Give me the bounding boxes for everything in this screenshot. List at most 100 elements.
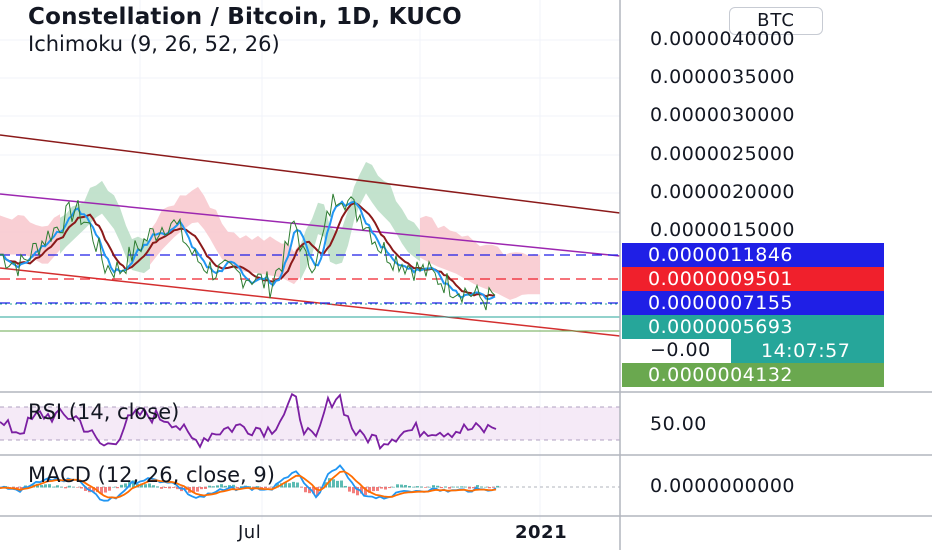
rsi-band xyxy=(0,407,620,440)
currency-button[interactable]: BTC xyxy=(729,7,823,35)
last-price-tag: 0.0000005693 xyxy=(622,315,884,339)
price-tick-label: 0.0000025000 xyxy=(650,143,796,165)
macd-histogram-bar xyxy=(60,486,63,488)
rsi-line xyxy=(0,392,497,451)
macd-histogram-bar xyxy=(168,487,171,489)
macd-histogram-bar xyxy=(464,486,467,488)
base-line xyxy=(0,202,496,298)
macd-histogram-bar xyxy=(220,484,223,488)
price-tag-green: 0.0000004132 xyxy=(622,363,884,387)
macd-histogram-bar xyxy=(72,486,75,488)
macd-histogram-bar xyxy=(236,487,239,489)
price-tick-label: 0.0000030000 xyxy=(650,104,796,126)
ichimoku-cloud xyxy=(0,162,540,300)
horizontal-levels xyxy=(0,254,620,332)
macd-pane xyxy=(0,464,620,502)
macd-histogram-bar xyxy=(216,485,219,488)
macd-histogram-bar xyxy=(384,487,387,490)
macd-histogram-bar xyxy=(208,485,211,488)
macd-histogram-bar xyxy=(172,487,175,488)
macd-histogram-bar xyxy=(44,484,47,488)
macd-histogram-bar xyxy=(108,487,111,491)
macd-histogram-bar xyxy=(164,487,167,488)
macd-histogram-bar xyxy=(372,487,375,492)
macd-histogram-bar xyxy=(200,487,203,490)
macd-histogram-bar xyxy=(312,487,315,494)
macd-histogram-bar xyxy=(140,483,143,488)
macd-histogram-bar xyxy=(356,487,359,496)
cloud-bullish xyxy=(60,180,150,274)
macd-histogram-bar xyxy=(408,485,411,488)
macd-histogram-bar xyxy=(452,486,455,488)
cloud-bearish xyxy=(150,186,300,285)
macd-histogram-bar xyxy=(328,478,331,488)
macd-histogram-bar xyxy=(304,487,307,493)
macd-histogram-bar xyxy=(364,487,367,496)
macd-histogram-bar xyxy=(132,480,135,488)
macd-histogram-bar xyxy=(160,487,163,489)
macd-histogram-bar xyxy=(496,485,499,488)
conversion-line xyxy=(0,200,496,301)
price-tag-blue-upper: 0.0000011846 xyxy=(622,243,884,267)
macd-histogram-bar xyxy=(224,485,227,488)
rsi-pane xyxy=(0,392,620,451)
macd-histogram-bar xyxy=(48,484,51,488)
time-tick-label: Jul xyxy=(238,522,262,543)
channel-line-middle xyxy=(0,193,621,257)
macd-histogram-bar xyxy=(212,486,215,488)
macd-histogram-bar xyxy=(104,487,107,493)
macd-histogram-bar xyxy=(432,485,435,488)
macd-histogram-bar xyxy=(124,483,127,488)
macd-histogram-bar xyxy=(68,485,71,488)
macd-histogram-bar xyxy=(268,487,271,488)
price-tick-label: 0.0000020000 xyxy=(650,181,796,203)
macd-histogram-bar xyxy=(56,485,59,488)
macd-histogram-bar xyxy=(80,487,83,489)
macd-histogram-bar xyxy=(448,487,451,489)
macd-label[interactable]: MACD (12, 26, close, 9) xyxy=(28,463,275,487)
macd-histogram-bar xyxy=(412,486,415,488)
macd-histogram-bar xyxy=(444,486,447,488)
macd-histogram-bar xyxy=(380,487,383,489)
macd-histogram-bar xyxy=(148,483,151,488)
time-tick-label: 2021 xyxy=(515,522,568,543)
macd-histogram-bar xyxy=(396,484,399,488)
macd-histogram-bar xyxy=(276,483,279,488)
macd-histogram-bar xyxy=(16,487,19,489)
macd-histogram-bar xyxy=(300,487,303,488)
macd-histogram-bar xyxy=(96,487,99,493)
macd-histogram-bar xyxy=(232,484,235,488)
macd-histogram-bar xyxy=(472,487,475,489)
macd-histogram-bar xyxy=(156,486,159,488)
macd-histogram-bar xyxy=(456,486,459,488)
macd-histogram-bar xyxy=(52,486,55,488)
cloud-bullish xyxy=(300,162,420,281)
macd-histogram-bar xyxy=(336,480,339,488)
cloud-bearish xyxy=(420,215,540,300)
macd-histogram-bar xyxy=(392,486,395,488)
macd-histogram-bar xyxy=(192,487,195,493)
price-series xyxy=(0,193,496,311)
bar-countdown: 14:07:57 xyxy=(731,339,884,363)
macd-tick-label: 0.0000000000 xyxy=(650,475,796,497)
macd-histogram-bar xyxy=(420,486,423,488)
indicator-label[interactable]: Ichimoku (9, 26, 52, 26) xyxy=(28,32,280,56)
macd-histogram-bar xyxy=(152,485,155,488)
macd-histogram-bar xyxy=(260,487,263,489)
macd-histogram-bar xyxy=(176,487,179,490)
clipped-price-label: −0.00 xyxy=(650,339,711,361)
rsi-tick-label: 50.00 xyxy=(650,413,707,435)
price-tick-label: 0.0000015000 xyxy=(650,219,796,241)
macd-histogram-bar xyxy=(468,487,471,489)
macd-histogram-bar xyxy=(248,486,251,488)
macd-histogram-bar xyxy=(376,487,379,491)
macd-histogram-bar xyxy=(416,486,419,488)
macd-histogram-bar xyxy=(428,486,431,488)
macd-histogram-bar xyxy=(256,486,259,488)
macd-histogram-bar xyxy=(64,487,67,489)
macd-histogram-bar xyxy=(184,487,187,491)
macd-histogram-bar xyxy=(404,484,407,488)
rsi-label[interactable]: RSI (14, close) xyxy=(28,400,180,424)
